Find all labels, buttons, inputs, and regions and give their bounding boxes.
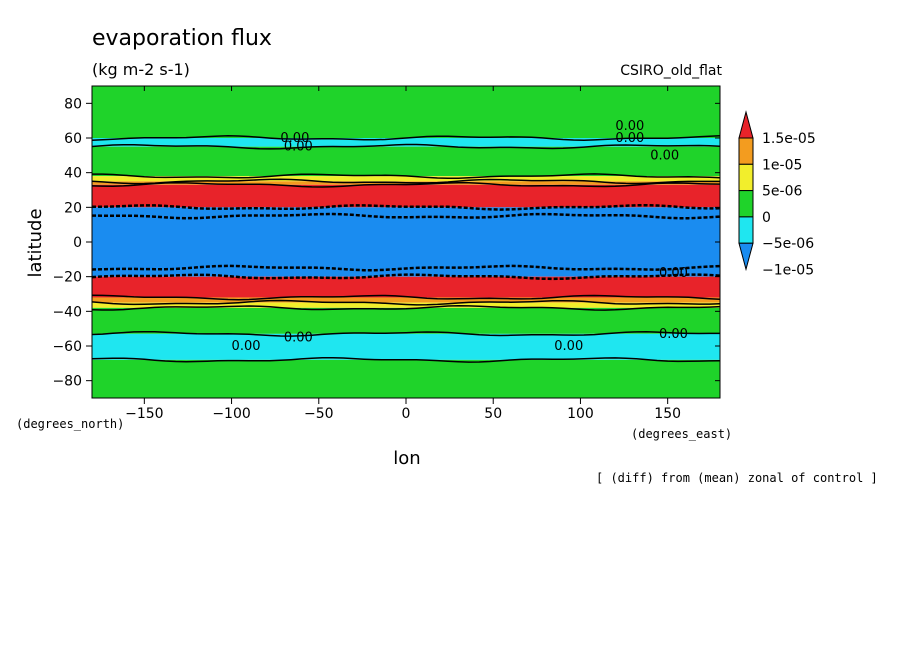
contour-line bbox=[91, 273, 721, 281]
y-axis-label: latitude bbox=[25, 208, 46, 277]
y-tick-label: −20 bbox=[52, 270, 82, 286]
zonal-band bbox=[92, 268, 720, 277]
contour-label: 0.00 bbox=[659, 266, 688, 281]
contour-line bbox=[91, 299, 721, 306]
model-name: CSIRO_old_flat bbox=[620, 63, 722, 79]
x-tick-label: −50 bbox=[304, 406, 334, 422]
contour-label: 0.00 bbox=[232, 339, 261, 354]
y-tick-label: −40 bbox=[52, 304, 82, 320]
x-axis-label: lon bbox=[393, 448, 420, 469]
colorbar-label: 1.5e-05 bbox=[762, 131, 816, 147]
zonal-band bbox=[92, 359, 720, 398]
zonal-bands bbox=[92, 86, 720, 398]
zonal-band bbox=[92, 307, 720, 334]
colorbar-segment bbox=[738, 216, 754, 244]
y-tick-label: 20 bbox=[64, 200, 82, 216]
colorbar-label: 1e-05 bbox=[762, 157, 802, 173]
chart-units: (kg m-2 s-1) bbox=[92, 60, 190, 79]
zonal-band bbox=[92, 184, 720, 208]
colorbar-segment bbox=[738, 163, 754, 192]
contour-lines bbox=[91, 135, 721, 363]
zonal-band bbox=[92, 176, 720, 182]
zonal-band bbox=[92, 216, 720, 268]
y-units-label: (degrees_north) bbox=[16, 417, 124, 431]
contour-line bbox=[91, 143, 721, 150]
y-tick-label: −80 bbox=[52, 374, 82, 390]
y-tick-label: −60 bbox=[52, 339, 82, 355]
contour-label: 0.00 bbox=[659, 327, 688, 342]
zonal-band bbox=[92, 207, 720, 216]
x-units-label: (degrees_east) bbox=[631, 427, 732, 441]
x-tick-label: 100 bbox=[567, 406, 594, 422]
contour-label: 0.00 bbox=[284, 140, 313, 155]
x-tick-label: 50 bbox=[484, 406, 502, 422]
colorbar-segment bbox=[738, 137, 754, 165]
x-tick-label: 0 bbox=[402, 406, 411, 422]
contour-line bbox=[91, 356, 721, 363]
x-tick-label: −100 bbox=[212, 406, 250, 422]
zonal-band bbox=[92, 86, 720, 138]
colorbar-label: 0 bbox=[762, 210, 771, 226]
zonal-band bbox=[92, 138, 720, 147]
contour-line bbox=[91, 330, 720, 337]
contour-line bbox=[91, 264, 721, 272]
contour-line bbox=[91, 181, 721, 188]
zonal-band bbox=[92, 276, 720, 298]
contour-line bbox=[92, 173, 721, 180]
contour-line bbox=[91, 135, 721, 141]
contour-label: 0.00 bbox=[615, 131, 644, 146]
zonal-band bbox=[92, 297, 720, 303]
colorbar-label: −1e-05 bbox=[762, 263, 814, 279]
x-tick-label: −150 bbox=[125, 406, 163, 422]
chart-title: evaporation flux bbox=[92, 26, 272, 51]
contour-label: 0.00 bbox=[554, 339, 583, 354]
contour-label: 0.00 bbox=[280, 131, 309, 146]
y-axis: 80 60 40 20 0 −20 −40 −60 −80 bbox=[52, 96, 720, 390]
contour-labels: 0.000.000.000.000.000.000.00 0.000.000.00 bbox=[232, 119, 688, 354]
colorbar-label: −5e-06 bbox=[762, 236, 814, 252]
y-tick-label: 0 bbox=[73, 235, 82, 251]
y-tick-label: 40 bbox=[64, 166, 82, 182]
contour-label: 0.00 bbox=[650, 148, 679, 163]
x-axis: −150 −100 −50 0 50 100 150 bbox=[125, 86, 681, 422]
contour-line bbox=[91, 294, 721, 301]
y-tick-label: 60 bbox=[64, 131, 82, 147]
contour-line bbox=[91, 178, 720, 185]
colorbar: 1.5e-05 1e-05 5e-06 0 −5e-06 −1e-05 bbox=[738, 110, 816, 279]
contour-label: 0.00 bbox=[615, 119, 644, 134]
x-tick-label: 150 bbox=[654, 406, 681, 422]
contour-line bbox=[91, 305, 721, 311]
zonal-band bbox=[92, 302, 720, 308]
note-label: [ (diff) from (mean) zonal of control ] bbox=[596, 471, 878, 485]
y-tick-label: 80 bbox=[64, 96, 82, 112]
colorbar-segment bbox=[738, 190, 754, 218]
zonal-band bbox=[92, 333, 720, 360]
colorbar-bottom-arrow bbox=[738, 242, 754, 272]
colorbar-label: 5e-06 bbox=[762, 184, 802, 200]
contour-line bbox=[92, 203, 721, 211]
contour-label: 0.00 bbox=[284, 330, 313, 345]
zonal-band bbox=[92, 146, 720, 177]
colorbar-top-arrow bbox=[738, 110, 754, 139]
contour-line bbox=[91, 212, 721, 220]
